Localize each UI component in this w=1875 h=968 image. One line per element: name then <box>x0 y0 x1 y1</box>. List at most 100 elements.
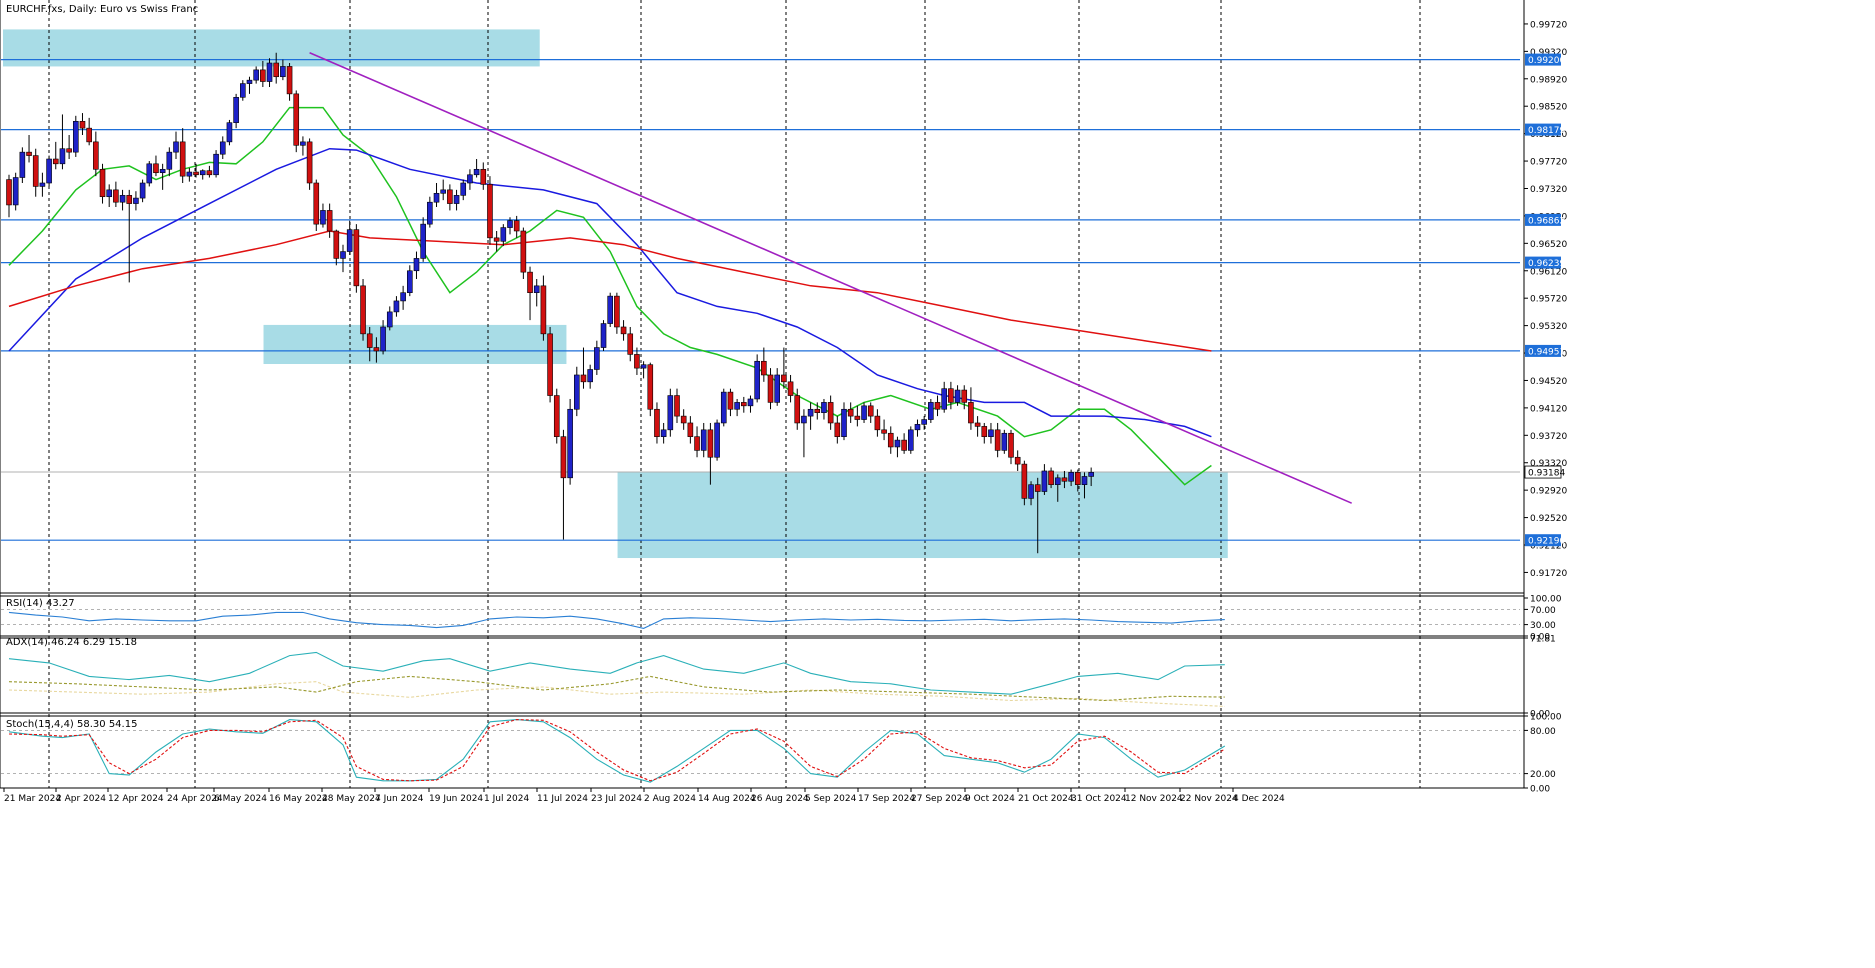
price-tick-label-15: 0.93720 <box>1530 432 1567 442</box>
candle-body <box>654 408 660 437</box>
adx-line-2 <box>8 675 1225 702</box>
candle-148 <box>994 422 1001 458</box>
candle-107 <box>720 388 727 427</box>
time-label-6: 28 May 2024 <box>322 794 381 804</box>
time-label-13: 14 Aug 2024 <box>698 794 756 804</box>
vertical-gridlines <box>48 0 1421 788</box>
candle-body <box>473 168 480 176</box>
candle-112 <box>754 354 760 403</box>
candle-body <box>954 389 961 403</box>
level-tag-bg <box>1525 123 1561 136</box>
candle-105 <box>707 422 714 485</box>
rsi-panel <box>1 609 1520 629</box>
candle-134 <box>901 433 907 454</box>
candle-83 <box>560 429 567 540</box>
candle-147 <box>988 422 994 444</box>
candle-0 <box>6 174 12 218</box>
candle-body <box>420 223 426 259</box>
zone-0 <box>3 29 540 67</box>
current-price-tag-text: 0.93184 <box>1528 469 1565 479</box>
candle-94 <box>634 347 640 375</box>
candle-body <box>928 402 934 420</box>
candle-body <box>1061 477 1068 482</box>
candle-body <box>99 168 106 198</box>
candle-body <box>226 122 233 143</box>
candle-130 <box>874 409 881 437</box>
candle-body <box>52 158 59 165</box>
adx-panel <box>8 651 1225 707</box>
candle-body <box>767 374 774 403</box>
candle-89 <box>600 320 607 351</box>
candle-81 <box>547 326 553 403</box>
candle-16 <box>113 181 119 207</box>
candle-body <box>273 62 280 78</box>
time-label-11: 23 Jul 2024 <box>591 794 642 804</box>
candle-body <box>747 398 754 407</box>
candle-body <box>293 93 300 146</box>
candle-body <box>921 419 927 425</box>
candle-119 <box>801 409 807 458</box>
candle-44 <box>300 136 306 156</box>
candle-87 <box>587 364 593 389</box>
candle-118 <box>794 388 801 430</box>
candle-body <box>513 220 520 232</box>
level-tag-1: 0.98179 <box>1525 123 1565 136</box>
candle-body <box>794 395 801 424</box>
trendline <box>309 52 1352 504</box>
candle-body <box>740 402 747 407</box>
candle-68 <box>460 179 467 201</box>
trendline-group[interactable] <box>309 52 1352 504</box>
candle-body <box>313 182 320 225</box>
candle-135 <box>907 426 914 454</box>
candle-38 <box>260 60 266 88</box>
candle-body <box>333 230 340 259</box>
candle-body <box>700 429 707 451</box>
candle-51 <box>346 220 353 255</box>
candle-body <box>1014 456 1021 465</box>
candle-body <box>266 62 273 82</box>
candle-19 <box>133 191 139 211</box>
candle-body <box>807 408 814 417</box>
candle-body <box>206 170 213 176</box>
candle-body <box>934 402 941 410</box>
candle-26 <box>179 128 186 184</box>
candle-126 <box>847 402 854 423</box>
candle-3 <box>26 135 32 163</box>
level-tag-3: 0.96239 <box>1525 256 1565 269</box>
candle-156 <box>1048 467 1054 489</box>
stoch-label: Stoch(15,4,4) 58.30 54.15 <box>6 719 137 730</box>
candle-115 <box>774 368 781 406</box>
candle-body <box>867 405 874 417</box>
indicator-panels <box>1 609 1520 783</box>
panel-frames <box>0 0 1525 789</box>
candle-76 <box>513 215 520 238</box>
candle-149 <box>1001 429 1008 454</box>
candle-body <box>400 292 406 302</box>
candle-54 <box>366 326 373 362</box>
candle-body <box>674 395 680 417</box>
candle-133 <box>894 436 901 458</box>
candle-159 <box>1068 469 1074 487</box>
candle-155 <box>1041 464 1048 495</box>
candle-body <box>587 369 593 383</box>
candle-body <box>874 415 881 431</box>
candle-body <box>948 388 954 403</box>
candle-93 <box>627 326 634 362</box>
candle-28 <box>193 163 199 178</box>
candle-body <box>801 415 807 424</box>
candle-body <box>1008 432 1014 458</box>
time-label-0: 21 Mar 2024 <box>4 794 61 804</box>
price-tick-label-6: 0.97320 <box>1530 185 1567 195</box>
candle-body <box>981 426 988 437</box>
time-label-8: 19 Jun 2024 <box>429 794 483 804</box>
candle-body <box>427 201 433 225</box>
candle-113 <box>761 347 767 382</box>
price-axis: 100.0070.0030.000.0071.810.00100.0080.00… <box>1524 20 1567 795</box>
candle-body <box>607 295 614 324</box>
level-tag-text: 0.96862 <box>1528 216 1565 226</box>
candle-4 <box>32 148 39 197</box>
candle-body <box>447 189 453 204</box>
candle-162 <box>1088 467 1094 487</box>
